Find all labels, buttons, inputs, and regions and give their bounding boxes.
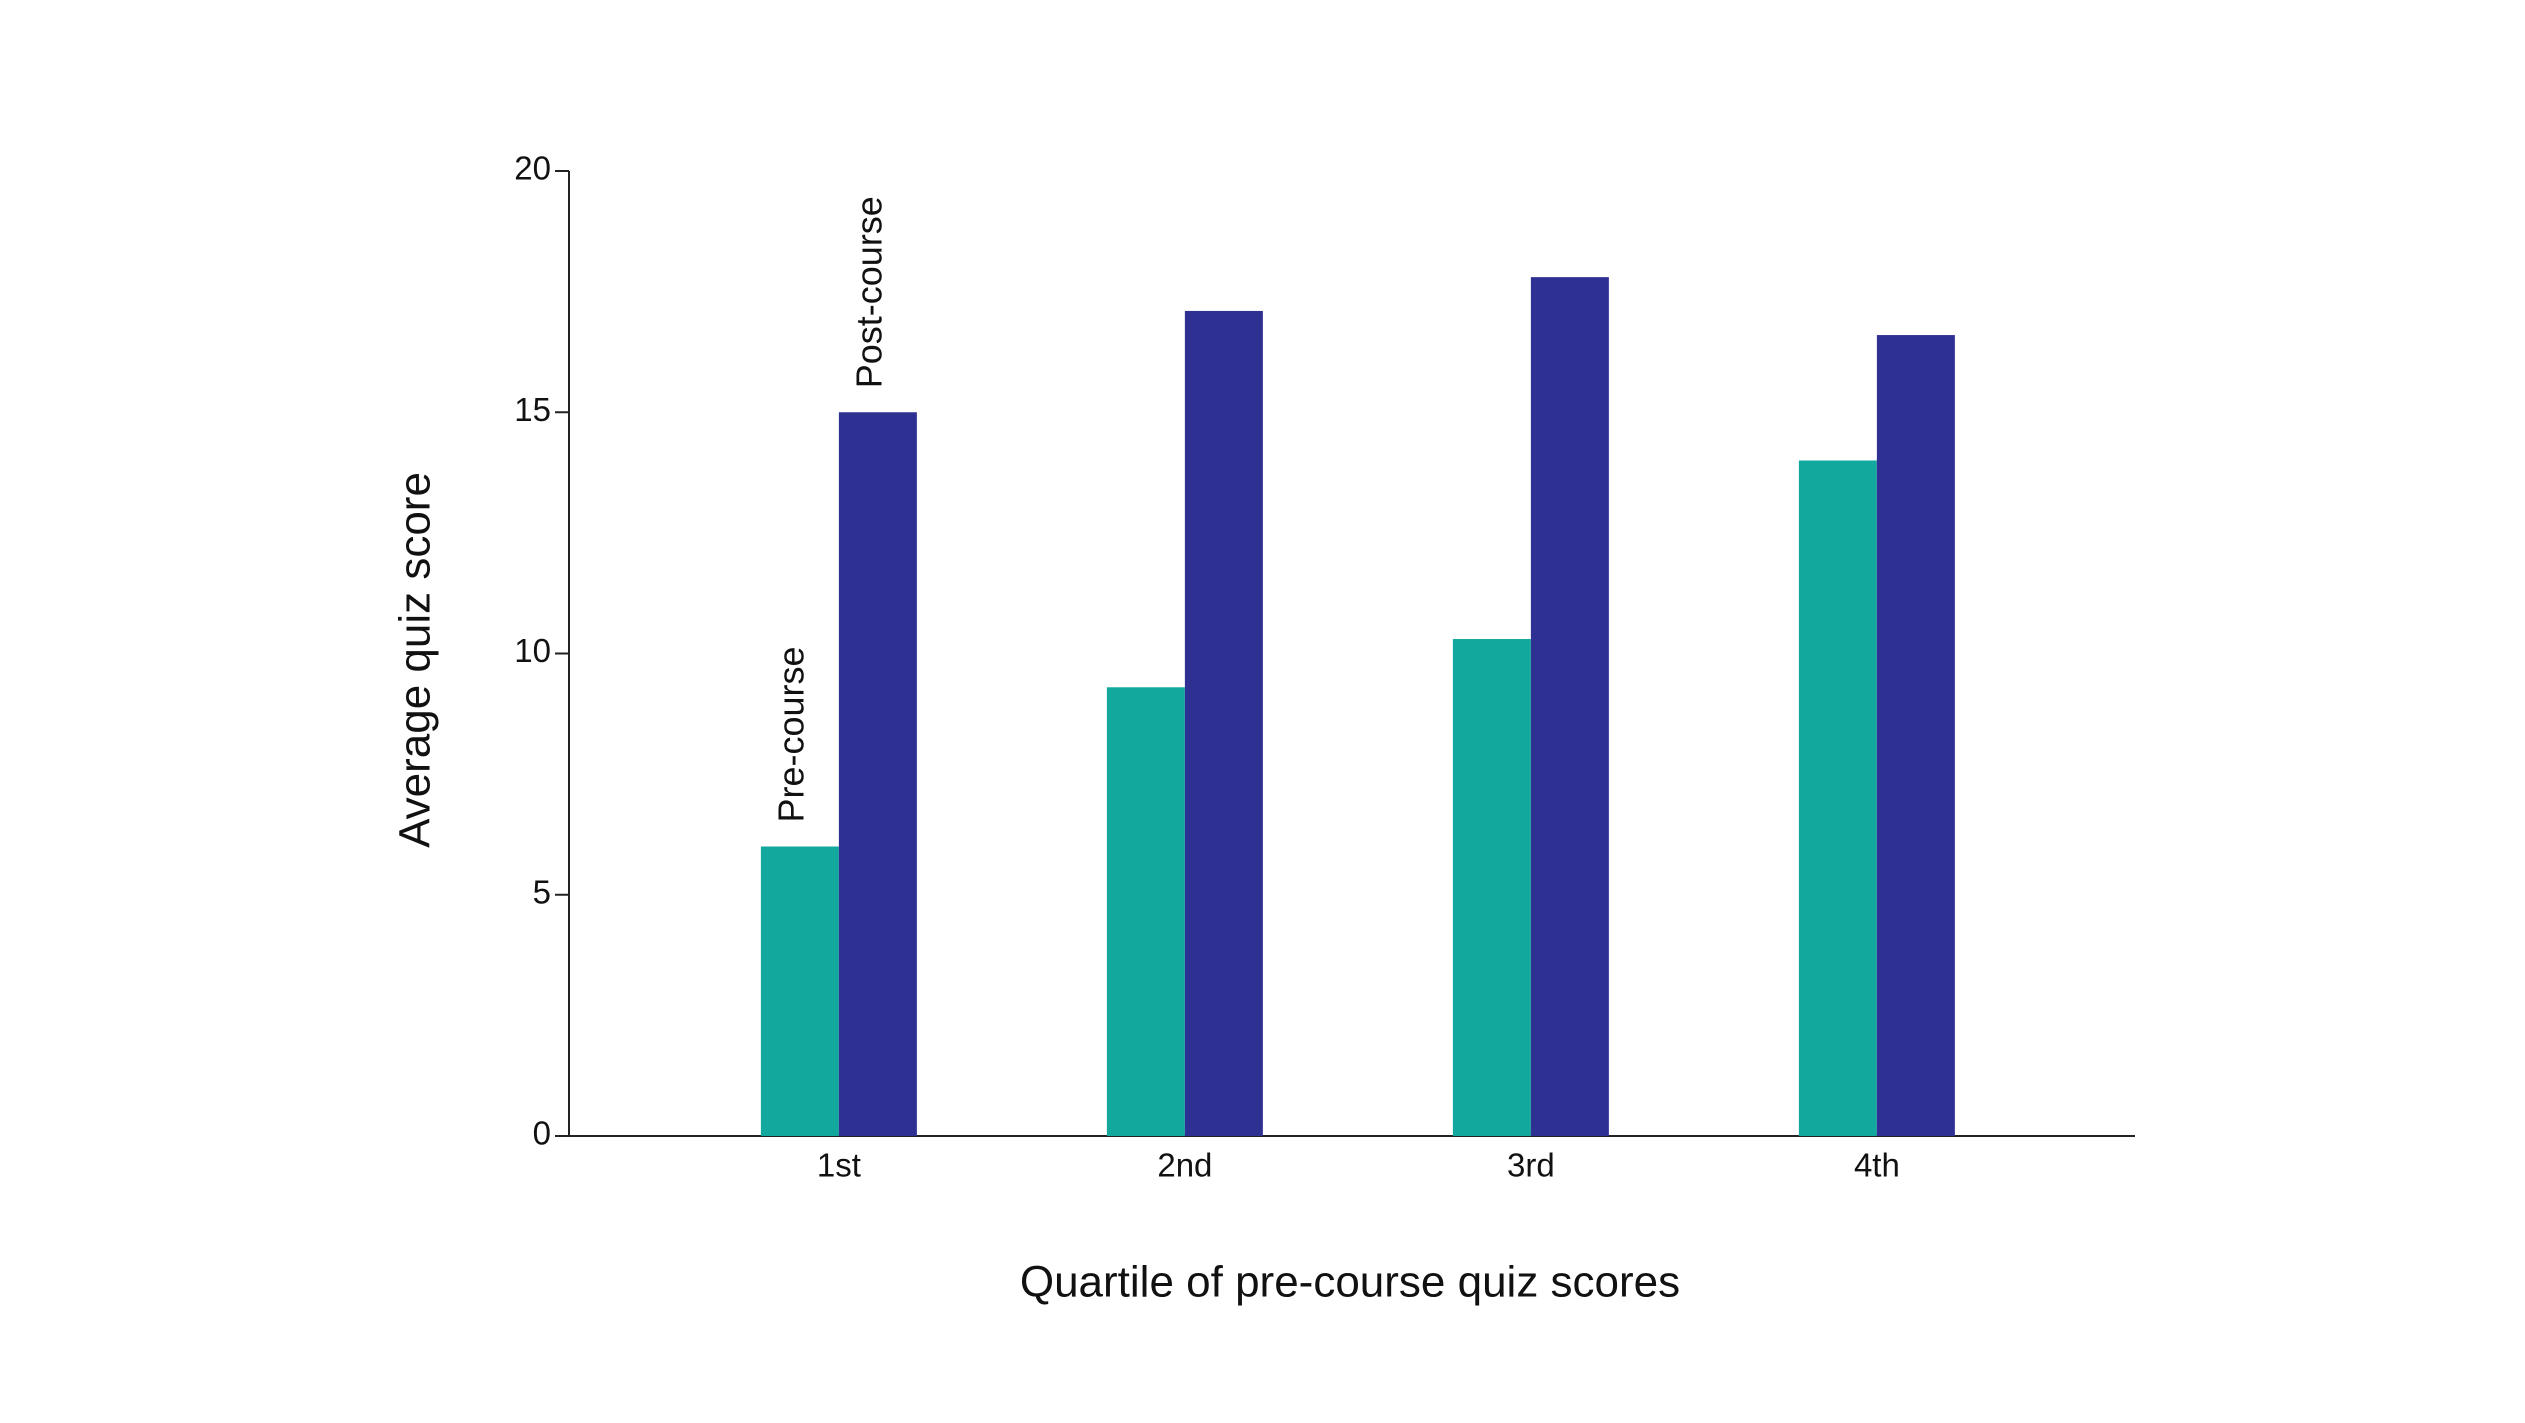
bar <box>1876 335 1955 1136</box>
bar <box>760 846 839 1136</box>
y-tick-label: 15 <box>514 391 551 428</box>
y-tick-label: 0 <box>533 1115 551 1152</box>
bar <box>1530 277 1609 1136</box>
x-tick-label: 3rd <box>1507 1147 1555 1184</box>
bar <box>1452 639 1531 1136</box>
bar <box>1106 687 1185 1136</box>
x-tick-label: 1st <box>817 1147 861 1184</box>
x-tick-label: 4th <box>1854 1147 1900 1184</box>
y-axis-title: Average quiz score <box>391 472 440 848</box>
y-tick-label: 10 <box>514 632 551 669</box>
y-tick-label: 20 <box>514 150 551 187</box>
x-axis-title: Quartile of pre-course quiz scores <box>1020 1258 1680 1307</box>
series-label: Pre-course <box>770 646 811 822</box>
y-tick-label: 5 <box>533 873 551 910</box>
bar <box>1798 460 1877 1136</box>
x-tick-label: 2nd <box>1157 1147 1212 1184</box>
bar <box>838 412 917 1136</box>
series-label: Post-course <box>848 196 889 388</box>
bar <box>1184 310 1263 1136</box>
